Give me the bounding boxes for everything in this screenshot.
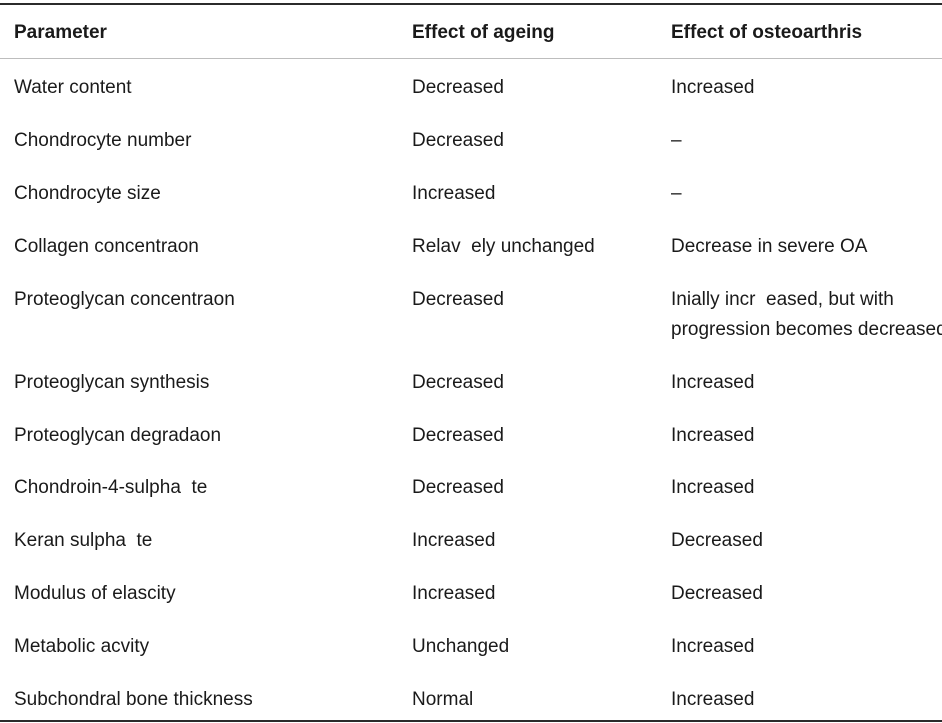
cell-osteoarthritis: Increased <box>671 636 755 657</box>
cell-parameter: Proteoglycan degradaon <box>14 425 222 446</box>
table-bottom-rule <box>0 720 942 722</box>
cell-parameter: Proteoglycan synthesis <box>14 372 210 393</box>
table-row: Chondrocyte size Increased – <box>0 165 942 218</box>
cell-osteoarthritis: Increased <box>671 477 755 498</box>
cell-ageing: Decreased <box>412 372 504 393</box>
cell-ageing: Increased <box>412 583 496 604</box>
cell-osteoarthritis: – <box>671 183 682 204</box>
cell-ageing: Normal <box>412 689 474 710</box>
cell-osteoarthritis: – <box>671 130 682 151</box>
table-row: Keran sulpha te Increased Decreased <box>0 512 942 565</box>
header-effect-of-ageing: Effect of ageing <box>412 22 555 43</box>
cell-osteoarthritis: Decreased <box>671 530 763 551</box>
cell-ageing: Decreased <box>412 425 504 446</box>
table-top-rule <box>0 3 942 5</box>
cell-ageing: Decreased <box>412 130 504 151</box>
table-row: Metabolic acvity Unchanged Increased <box>0 618 942 671</box>
cell-osteoarthritis: Decreased <box>671 583 763 604</box>
cell-parameter: Chondrocyte number <box>14 130 192 151</box>
table-header-row: Parameter Effect of ageing Effect of ost… <box>0 5 942 58</box>
table-row: Modulus of elascity Increased Decreased <box>0 565 942 618</box>
cell-parameter: Keran sulpha te <box>14 530 153 551</box>
cell-parameter: Water content <box>14 77 132 98</box>
table-row: Chondrocyte number Decreased – <box>0 112 942 165</box>
cell-parameter: Chondroin-4-sulpha te <box>14 477 208 498</box>
table-row: Water content Decreased Increased <box>0 59 942 112</box>
table-row: Proteoglycan concentraon Decreased Inial… <box>0 271 942 354</box>
cell-osteoarthritis: Increased <box>671 425 755 446</box>
header-effect-of-osteoarthritis: Effect of osteoarthris <box>671 22 863 43</box>
table-header-rule <box>0 58 942 59</box>
cell-ageing: Increased <box>412 530 496 551</box>
cell-osteoarthritis: Decrease in severe OA <box>671 236 868 257</box>
cell-ageing: Decreased <box>412 477 504 498</box>
table-row: Proteoglycan synthesis Decreased Increas… <box>0 354 942 407</box>
cell-osteoarthritis: Increased <box>671 77 755 98</box>
cell-osteoarthritis: Increased <box>671 372 755 393</box>
cell-ageing: Decreased <box>412 77 504 98</box>
table-row: Collagen concentraon Relav ely unchanged… <box>0 218 942 271</box>
cell-ageing: Increased <box>412 183 496 204</box>
cell-ageing: Unchanged <box>412 636 510 657</box>
cell-osteoarthritis: Increased <box>671 689 755 710</box>
cell-ageing: Relav ely unchanged <box>412 236 595 257</box>
cell-ageing: Decreased <box>412 289 504 310</box>
table-row: Chondroin-4-sulpha te Decreased Increase… <box>0 459 942 512</box>
table-row: Subchondral bone thickness Normal Increa… <box>0 671 942 723</box>
cell-parameter: Metabolic acvity <box>14 636 150 657</box>
cell-osteoarthritis: Inially incr eased, but with progression… <box>671 289 942 340</box>
cell-parameter: Chondrocyte size <box>14 183 161 204</box>
table-row: Proteoglycan degradaon Decreased Increas… <box>0 407 942 460</box>
cell-parameter: Modulus of elascity <box>14 583 176 604</box>
cell-parameter: Subchondral bone thickness <box>14 689 253 710</box>
cell-parameter: Proteoglycan concentraon <box>14 289 235 310</box>
header-parameter: Parameter <box>14 22 107 43</box>
cell-parameter: Collagen concentraon <box>14 236 199 257</box>
